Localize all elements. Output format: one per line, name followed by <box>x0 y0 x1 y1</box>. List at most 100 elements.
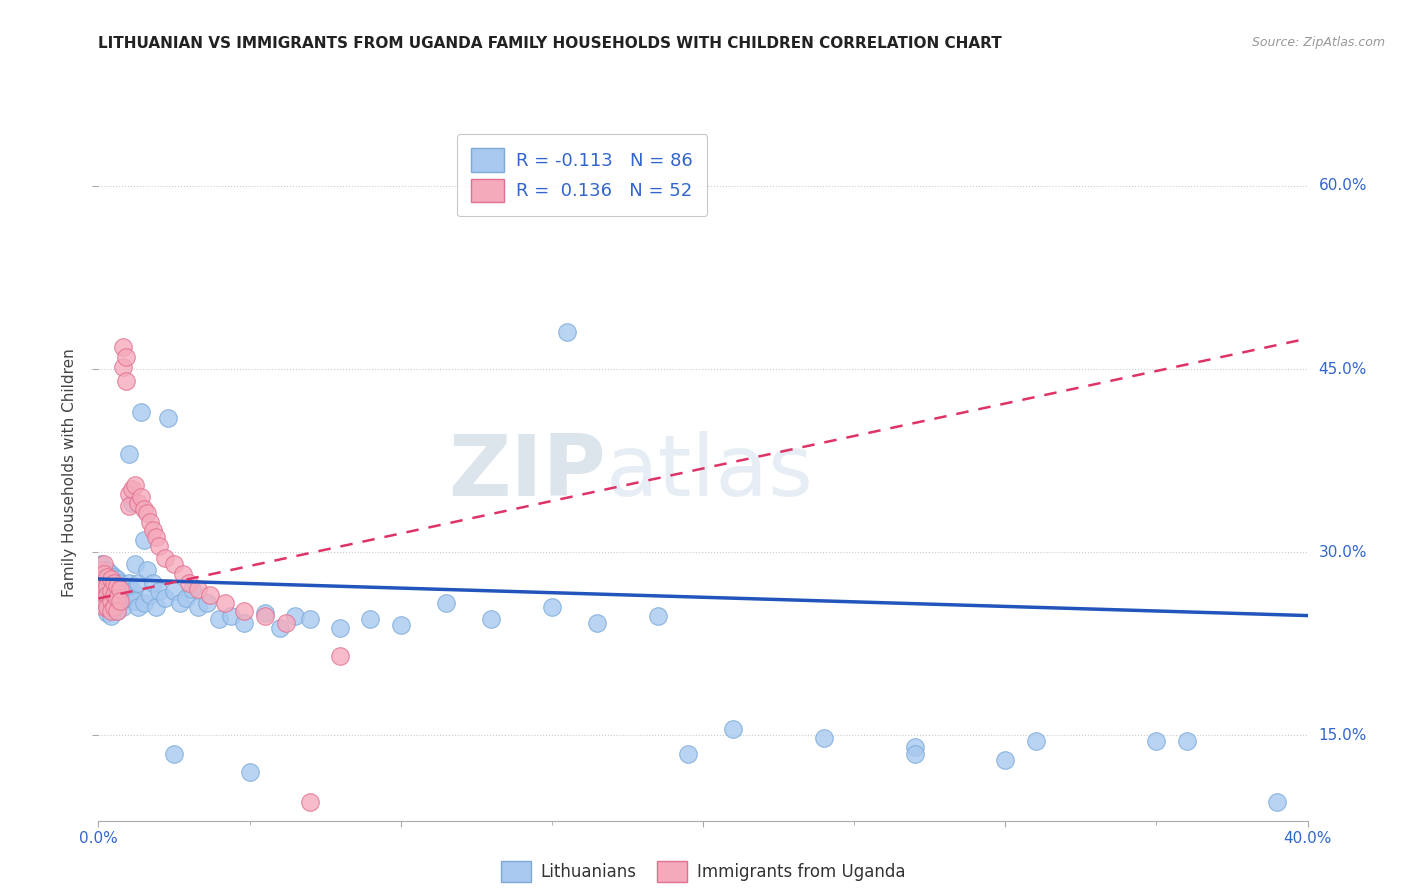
Immigrants from Uganda <box>253 608 276 623</box>
Immigrants from Uganda <box>187 582 209 596</box>
Lithuanians <box>169 596 191 610</box>
Lithuanians <box>111 588 134 602</box>
Immigrants from Uganda <box>93 558 115 572</box>
Lithuanians <box>118 447 141 461</box>
Lithuanians <box>105 604 128 618</box>
Immigrants from Uganda <box>100 594 122 608</box>
Immigrants from Uganda <box>114 374 136 388</box>
Immigrants from Uganda <box>96 600 118 615</box>
Lithuanians <box>540 600 562 615</box>
Lithuanians <box>181 582 204 596</box>
Lithuanians <box>127 575 149 590</box>
Immigrants from Uganda <box>100 604 122 618</box>
Immigrants from Uganda <box>96 579 118 593</box>
Lithuanians <box>108 596 131 610</box>
Text: ZIP: ZIP <box>449 431 606 515</box>
Immigrants from Uganda <box>135 506 157 520</box>
Immigrants from Uganda <box>96 588 118 602</box>
Lithuanians <box>118 588 141 602</box>
Lithuanians <box>269 621 291 635</box>
Immigrants from Uganda <box>105 604 128 618</box>
Lithuanians <box>105 572 128 586</box>
Lithuanians <box>284 608 307 623</box>
Lithuanians <box>163 747 186 761</box>
Lithuanians <box>96 600 118 615</box>
Text: atlas: atlas <box>606 431 814 515</box>
Immigrants from Uganda <box>100 572 122 586</box>
Immigrants from Uganda <box>90 572 112 586</box>
Lithuanians <box>129 405 152 419</box>
Immigrants from Uganda <box>177 575 201 590</box>
Lithuanians <box>132 596 155 610</box>
Lithuanians <box>132 533 155 547</box>
Lithuanians <box>90 575 112 590</box>
Immigrants from Uganda <box>299 795 322 809</box>
Lithuanians <box>111 600 134 615</box>
Lithuanians <box>93 582 115 596</box>
Lithuanians <box>118 575 141 590</box>
Lithuanians <box>124 558 146 572</box>
Immigrants from Uganda <box>232 604 254 618</box>
Lithuanians <box>647 608 669 623</box>
Lithuanians <box>187 600 209 615</box>
Lithuanians <box>103 579 125 593</box>
Lithuanians <box>93 563 115 577</box>
Immigrants from Uganda <box>127 496 149 510</box>
Immigrants from Uganda <box>153 551 176 566</box>
Immigrants from Uganda <box>90 563 112 577</box>
Immigrants from Uganda <box>105 591 128 606</box>
Lithuanians <box>221 608 243 623</box>
Immigrants from Uganda <box>200 588 222 602</box>
Immigrants from Uganda <box>93 579 115 593</box>
Text: 45.0%: 45.0% <box>1319 361 1367 376</box>
Text: Source: ZipAtlas.com: Source: ZipAtlas.com <box>1251 36 1385 49</box>
Immigrants from Uganda <box>111 340 134 354</box>
Lithuanians <box>1265 795 1288 809</box>
Lithuanians <box>100 608 122 623</box>
Lithuanians <box>253 606 276 620</box>
Lithuanians <box>96 584 118 599</box>
Lithuanians <box>239 764 262 779</box>
Text: 15.0%: 15.0% <box>1319 728 1367 743</box>
Lithuanians <box>676 747 699 761</box>
Immigrants from Uganda <box>93 591 115 606</box>
Lithuanians <box>90 588 112 602</box>
Lithuanians <box>96 606 118 620</box>
Immigrants from Uganda <box>145 531 167 545</box>
Lithuanians <box>994 753 1017 767</box>
Lithuanians <box>721 722 744 736</box>
Immigrants from Uganda <box>172 567 194 582</box>
Immigrants from Uganda <box>132 502 155 516</box>
Lithuanians <box>108 584 131 599</box>
Lithuanians <box>1144 734 1167 748</box>
Lithuanians <box>124 594 146 608</box>
Immigrants from Uganda <box>108 594 131 608</box>
Lithuanians <box>232 615 254 630</box>
Lithuanians <box>105 594 128 608</box>
Lithuanians <box>156 410 179 425</box>
Lithuanians <box>121 584 143 599</box>
Lithuanians <box>108 575 131 590</box>
Lithuanians <box>555 326 578 340</box>
Lithuanians <box>329 621 352 635</box>
Immigrants from Uganda <box>103 575 125 590</box>
Lithuanians <box>135 563 157 577</box>
Immigrants from Uganda <box>105 579 128 593</box>
Immigrants from Uganda <box>103 588 125 602</box>
Lithuanians <box>139 588 162 602</box>
Lithuanians <box>586 615 609 630</box>
Legend: Lithuanians, Immigrants from Uganda: Lithuanians, Immigrants from Uganda <box>494 855 912 888</box>
Lithuanians <box>93 594 115 608</box>
Lithuanians <box>93 569 115 583</box>
Immigrants from Uganda <box>93 600 115 615</box>
Lithuanians <box>1024 734 1046 748</box>
Immigrants from Uganda <box>114 350 136 364</box>
Immigrants from Uganda <box>118 499 141 513</box>
Lithuanians <box>195 596 218 610</box>
Immigrants from Uganda <box>214 596 236 610</box>
Lithuanians <box>389 618 412 632</box>
Immigrants from Uganda <box>129 490 152 504</box>
Immigrants from Uganda <box>139 515 162 529</box>
Lithuanians <box>103 569 125 583</box>
Lithuanians <box>434 596 457 610</box>
